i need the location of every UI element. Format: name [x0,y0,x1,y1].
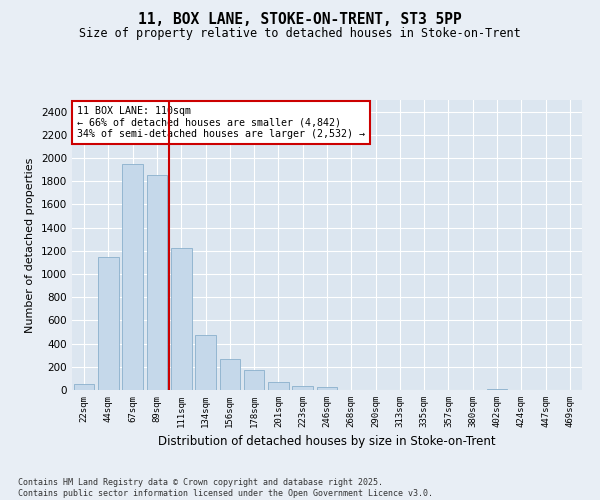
Bar [74,384,94,390]
Bar [122,164,143,390]
Bar [244,370,265,390]
Bar [98,256,119,390]
Bar [487,389,508,390]
Bar [317,387,337,390]
Text: 11, BOX LANE, STOKE-ON-TRENT, ST3 5PP: 11, BOX LANE, STOKE-ON-TRENT, ST3 5PP [138,12,462,28]
Bar [195,335,216,390]
Text: Size of property relative to detached houses in Stoke-on-Trent: Size of property relative to detached ho… [79,28,521,40]
Y-axis label: Number of detached properties: Number of detached properties [25,158,35,332]
Bar [146,176,167,390]
Bar [220,360,240,390]
Text: 11 BOX LANE: 110sqm
← 66% of detached houses are smaller (4,842)
34% of semi-det: 11 BOX LANE: 110sqm ← 66% of detached ho… [77,106,365,139]
Bar [171,248,191,390]
Text: Contains HM Land Registry data © Crown copyright and database right 2025.
Contai: Contains HM Land Registry data © Crown c… [18,478,433,498]
X-axis label: Distribution of detached houses by size in Stoke-on-Trent: Distribution of detached houses by size … [158,436,496,448]
Bar [268,382,289,390]
Bar [292,386,313,390]
